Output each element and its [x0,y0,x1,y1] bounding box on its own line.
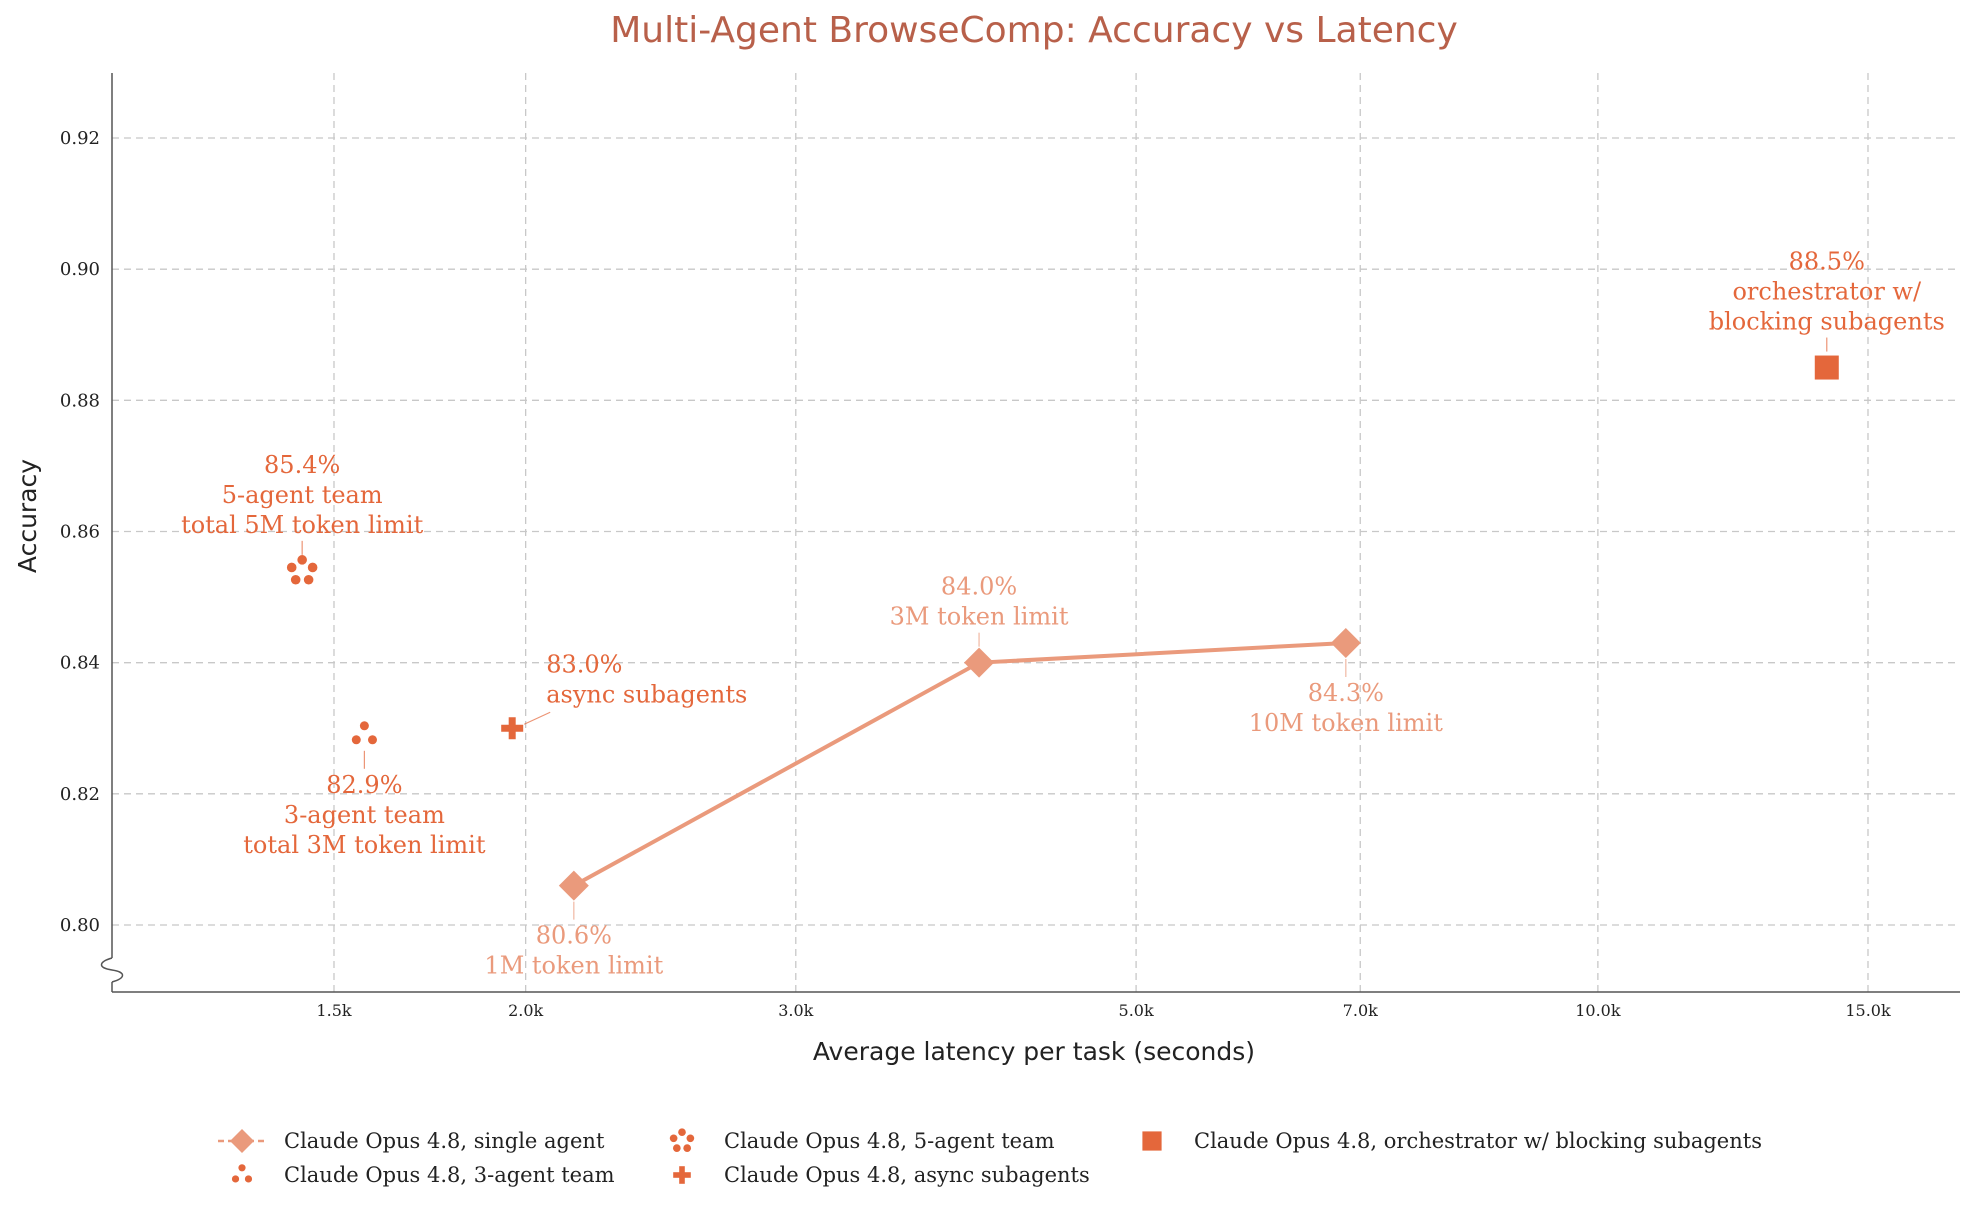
y-tick-label: 0.86 [60,522,100,543]
square-marker [1814,355,1839,380]
diamond-shape [230,1129,254,1153]
dot [367,735,377,745]
diamond-marker [230,1129,254,1153]
dot [290,574,301,585]
tick-labels: 1.5k 2.0k 3.0k 5.0k 7.0k 10.0k 15.0k 0.80 0.82 0.… [60,128,1891,1020]
series-group [286,555,318,585]
y-axis-break [100,957,124,983]
y-tick-label: 0.82 [60,784,100,805]
y-tick-label: 0.84 [60,653,100,674]
data-label: async subagents [546,680,747,708]
series-group [501,717,524,740]
diamond-shape [558,870,589,901]
dot [244,1175,253,1183]
data-label: 5-agent team [222,481,383,509]
data-label: 83.0% [546,650,622,678]
data-label: 84.0% [941,573,1017,601]
data-label: 88.5% [1789,248,1865,276]
plus-marker [501,717,524,740]
axes [100,73,1960,993]
five-dots-marker [669,1128,695,1152]
diamond-shape [964,647,995,678]
data-label: 85.4% [264,451,340,479]
dot [303,574,314,585]
legend-label: Claude Opus 4.8, 5-agent team [724,1129,1055,1153]
legend-label: Claude Opus 4.8, async subagents [724,1163,1090,1187]
plus-vertical [679,1166,685,1184]
dot [238,1164,246,1172]
x-tick-label: 2.0k [508,1001,543,1020]
square-marker [1142,1131,1162,1151]
legend-item: Claude Opus 4.8, orchestrator w/ blockin… [1142,1129,1762,1153]
data-label: 80.6% [536,922,612,950]
legend: Claude Opus 4.8, single agent Claude Opus… [218,1128,1762,1187]
x-tick-label: 1.5k [316,1001,351,1020]
chart-title: Multi-Agent BrowseComp: Accuracy vs Late… [610,10,1458,51]
data-label: orchestrator w/ [1732,278,1922,306]
legend-item: Claude Opus 4.8, 5-agent team [669,1128,1055,1153]
label-leader [523,711,551,725]
x-axis-title: Average latency per task (seconds) [813,1037,1255,1066]
legend-label: Claude Opus 4.8, orchestrator w/ blockin… [1194,1129,1762,1153]
legend-item: Claude Opus 4.8, single agent [218,1129,605,1153]
dot [286,562,297,573]
y-tick-label: 0.88 [60,390,100,411]
y-tick-label: 0.90 [60,259,100,280]
three-dots-marker [351,721,377,745]
data-label: total 5M token limit [181,511,424,539]
plus-vertical [508,717,516,740]
dot [669,1134,678,1143]
data-label: 3-agent team [284,801,445,829]
diamond-marker [964,647,995,678]
x-tick-label: 15.0k [1845,1001,1891,1020]
data-label: blocking subagents [1709,308,1945,336]
dot [297,555,307,565]
three-dots-marker [231,1164,253,1183]
y-tick-label: 0.92 [60,128,100,149]
data-label: 84.3% [1308,679,1384,707]
gridlines [112,73,1960,992]
dot [351,735,361,745]
x-tick-label: 7.0k [1343,1001,1378,1020]
dot [683,1144,692,1152]
legend-item: Claude Opus 4.8, 3-agent team [231,1163,615,1187]
y-tick-label: 0.80 [60,915,100,936]
dot [678,1128,686,1137]
series [286,355,1839,901]
diamond-shape [1330,627,1361,658]
diamond-marker [1330,627,1361,658]
data-label: 3M token limit [890,603,1069,631]
series-group [1814,355,1839,380]
plus-marker [673,1166,691,1184]
x-tick-label: 10.0k [1575,1001,1621,1020]
x-tick-label: 5.0k [1119,1001,1154,1020]
data-label: total 3M token limit [243,831,486,859]
dot [231,1175,240,1183]
dot [359,721,369,731]
data-label: 10M token limit [1249,709,1443,737]
dot [307,562,318,573]
dot [686,1134,695,1143]
square-shape [1142,1131,1162,1151]
square-shape [1814,355,1839,380]
dot [672,1144,681,1152]
data-label: 82.9% [326,771,402,799]
legend-label: Claude Opus 4.8, single agent [284,1129,605,1153]
series-group [351,721,377,745]
legend-label: Claude Opus 4.8, 3-agent team [284,1163,615,1187]
series-group [558,627,1361,901]
x-tick-label: 3.0k [778,1001,813,1020]
data-labels: 80.6%1M token limit 84.0%3M token limit 84… [181,248,1945,980]
y-axis-title: Accuracy [13,459,42,573]
five-dots-marker [286,555,318,585]
diamond-marker [558,870,589,901]
data-label: 1M token limit [484,952,663,980]
legend-item: Claude Opus 4.8, async subagents [673,1163,1090,1187]
